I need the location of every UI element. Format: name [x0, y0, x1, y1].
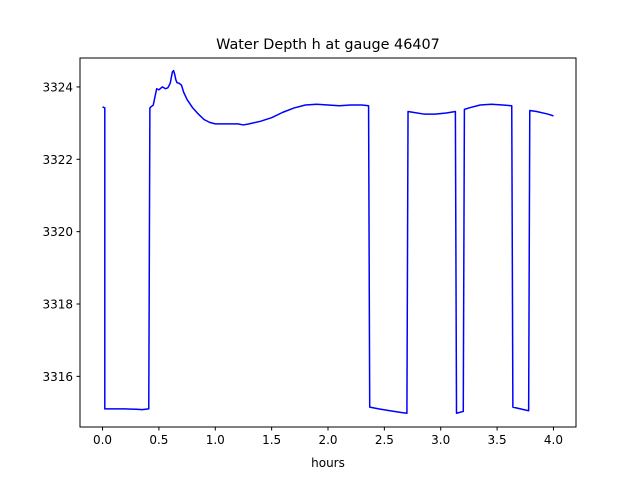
x-axis-label: hours: [311, 456, 345, 470]
plot-frame: [79, 57, 577, 428]
x-tick-label: 1.0: [206, 433, 225, 447]
x-tick-label: 4.0: [544, 433, 563, 447]
x-tick-label: 3.0: [431, 433, 450, 447]
y-tick-label: 3318: [42, 298, 73, 312]
y-tick-label: 3320: [42, 225, 73, 239]
x-tick-label: 3.5: [488, 433, 507, 447]
x-tick-label: 0.5: [149, 433, 168, 447]
x-axis: 0.0 0.5 1.0 1.5 2.0 2.5 3.0 3.5 4.0: [93, 427, 563, 447]
x-tick-label: 0.0: [93, 433, 112, 447]
plot-area: [102, 69, 554, 414]
x-tick-label: 1.5: [262, 433, 281, 447]
y-tick-label: 3316: [42, 370, 73, 384]
y-axis: 3316 3318 3320 3322 3324: [42, 80, 80, 384]
y-tick-label: 3322: [42, 153, 73, 167]
x-tick-label: 2.5: [375, 433, 394, 447]
chart-title: Water Depth h at gauge 46407: [216, 37, 440, 53]
x-tick-label: 2.0: [318, 433, 337, 447]
series-line-0: [102, 69, 554, 414]
y-tick-label: 3324: [42, 80, 73, 94]
